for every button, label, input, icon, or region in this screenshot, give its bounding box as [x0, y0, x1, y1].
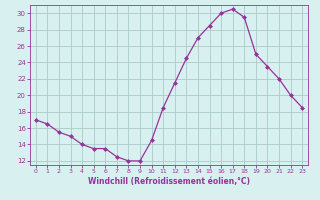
X-axis label: Windchill (Refroidissement éolien,°C): Windchill (Refroidissement éolien,°C) [88, 177, 250, 186]
